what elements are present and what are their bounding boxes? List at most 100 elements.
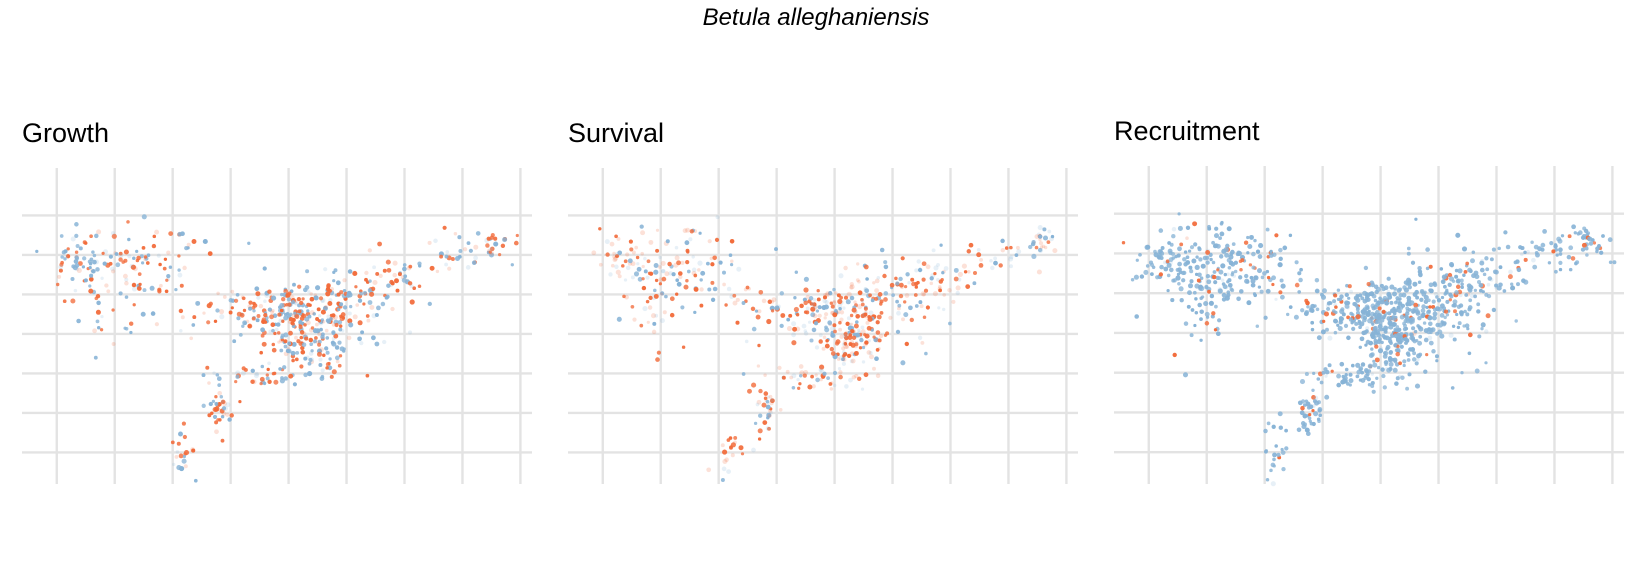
- data-point: [1231, 242, 1236, 246]
- data-point: [691, 267, 697, 273]
- data-point: [653, 269, 659, 275]
- data-point: [268, 329, 273, 334]
- data-point: [241, 324, 245, 328]
- data-point: [718, 260, 723, 265]
- data-point: [849, 295, 855, 301]
- data-point: [903, 300, 907, 304]
- data-point: [1467, 351, 1472, 356]
- data-point: [297, 309, 302, 314]
- data-point: [255, 291, 261, 297]
- data-point: [914, 304, 919, 308]
- data-point: [471, 260, 477, 265]
- data-point: [798, 374, 803, 378]
- data-point: [1238, 275, 1243, 280]
- data-point: [791, 321, 797, 327]
- data-point: [166, 250, 171, 255]
- data-point: [99, 328, 104, 332]
- data-point: [96, 325, 101, 330]
- data-point: [1177, 261, 1182, 267]
- data-point: [874, 288, 879, 293]
- data-point: [1388, 324, 1394, 330]
- data-point: [766, 415, 770, 420]
- data-point: [253, 373, 260, 379]
- data-point: [306, 302, 311, 307]
- data-point: [219, 395, 224, 399]
- data-point: [811, 327, 817, 333]
- data-point: [222, 401, 227, 407]
- data-point: [998, 263, 1003, 268]
- data-point: [1172, 278, 1177, 283]
- data-point: [179, 329, 183, 333]
- data-point: [1213, 328, 1218, 332]
- data-point: [214, 420, 219, 425]
- data-point: [123, 249, 129, 255]
- data-point: [1374, 344, 1379, 349]
- data-point: [1321, 370, 1326, 375]
- data-point: [287, 320, 292, 324]
- data-point: [864, 340, 869, 345]
- data-point: [1420, 308, 1426, 314]
- data-point: [817, 313, 822, 318]
- data-point: [1324, 394, 1330, 400]
- data-point: [124, 327, 129, 331]
- data-point: [271, 309, 275, 313]
- data-point: [1377, 306, 1382, 311]
- data-point: [1042, 235, 1049, 241]
- data-point: [390, 281, 395, 286]
- data-point: [867, 316, 873, 322]
- data-point: [248, 300, 253, 305]
- data-point: [722, 458, 728, 465]
- data-point: [336, 292, 341, 297]
- data-point: [1405, 351, 1411, 356]
- data-point: [875, 320, 880, 325]
- data-point: [795, 312, 800, 317]
- data-point: [662, 310, 667, 315]
- data-point: [1383, 325, 1388, 330]
- data-point: [298, 324, 303, 330]
- data-point: [932, 291, 938, 297]
- data-point: [1308, 404, 1313, 409]
- data-point: [1441, 274, 1447, 280]
- data-point: [1432, 311, 1438, 317]
- data-point: [825, 291, 830, 296]
- data-point: [1313, 395, 1319, 401]
- data-point: [276, 322, 281, 327]
- data-point: [658, 255, 662, 260]
- data-point: [699, 287, 704, 292]
- data-point: [252, 303, 258, 308]
- data-point: [1218, 269, 1224, 275]
- data-point: [645, 275, 650, 280]
- data-point: [924, 351, 928, 356]
- data-point: [261, 317, 266, 322]
- data-point: [1196, 278, 1201, 283]
- data-point: [283, 312, 288, 317]
- data-point: [1485, 267, 1490, 272]
- data-point: [1558, 260, 1563, 266]
- data-point: [1130, 277, 1135, 282]
- data-point: [1432, 282, 1438, 288]
- data-point: [1330, 369, 1334, 373]
- data-point: [1310, 327, 1315, 332]
- data-point: [124, 281, 129, 286]
- survival-map-plot: [568, 168, 1078, 484]
- data-point: [1455, 312, 1459, 317]
- data-point: [1314, 288, 1320, 294]
- data-point: [678, 274, 683, 280]
- data-point: [82, 256, 87, 261]
- data-point: [1435, 295, 1439, 299]
- data-point: [1400, 375, 1405, 380]
- data-point: [1478, 288, 1483, 293]
- data-point: [818, 333, 823, 338]
- data-point: [832, 299, 837, 304]
- data-point: [757, 309, 762, 314]
- data-point: [1428, 264, 1433, 269]
- data-point: [1195, 255, 1199, 259]
- data-point: [111, 308, 115, 312]
- data-point: [240, 295, 245, 300]
- data-point: [1236, 296, 1241, 302]
- data-point: [324, 304, 328, 309]
- data-point: [271, 347, 277, 353]
- data-point: [697, 268, 701, 272]
- data-point: [857, 304, 863, 310]
- data-point: [323, 267, 328, 272]
